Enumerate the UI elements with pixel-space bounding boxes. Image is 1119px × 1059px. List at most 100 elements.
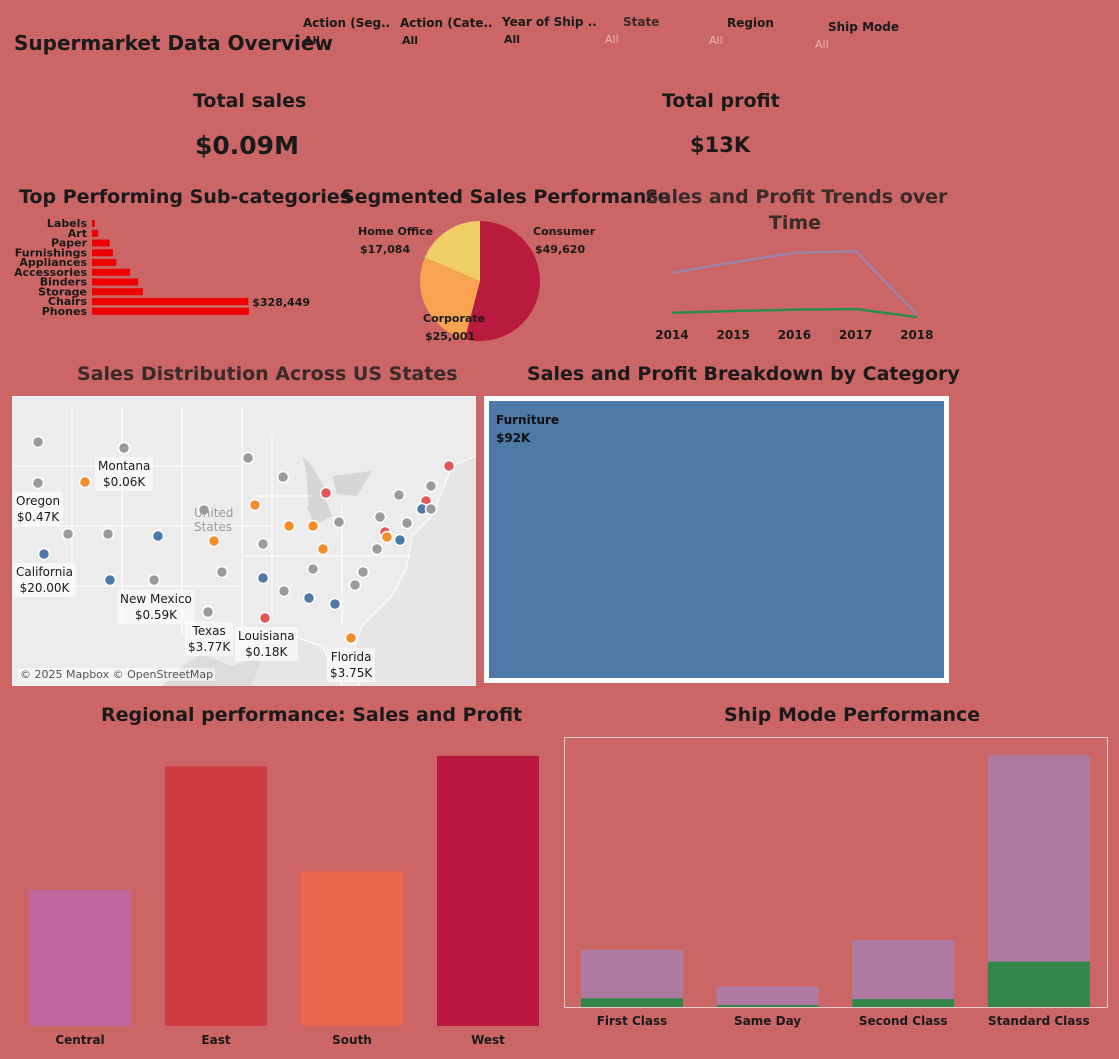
state-name: Oregon <box>16 494 61 508</box>
subcat-label-appliances: Appliances <box>19 256 87 269</box>
trend-line-chart: 2014 2015 2016 2017 2018 <box>655 249 934 342</box>
region-tick-central: Central <box>55 1033 104 1047</box>
region-bar-west[interactable] <box>437 755 539 1026</box>
filter-value[interactable]: All <box>605 33 619 46</box>
subcat-label-labels: Labels <box>47 217 88 230</box>
filter-segment[interactable]: Action (Seg.. All <box>303 16 390 47</box>
subcat-data-label: $328,449 <box>252 296 310 309</box>
map-title: Sales Distribution Across US States <box>77 363 458 385</box>
trend-series-1[interactable] <box>671 307 917 319</box>
state-name: Texas <box>192 624 226 638</box>
shipmode-bar-standard-class-s1[interactable] <box>987 961 1090 1007</box>
shipmode-bar-same-day-s0[interactable] <box>716 986 819 1007</box>
pie-slice-home-office[interactable] <box>424 221 480 281</box>
shipmode-bar-same-day-s1[interactable] <box>716 1005 819 1007</box>
shipmode-bar-first-class-s0[interactable] <box>581 949 683 1007</box>
filter-label: Ship Mode <box>828 20 899 34</box>
pie-label-name: Home Office <box>358 225 433 238</box>
region-bar-central[interactable] <box>29 889 131 1026</box>
shipmode-bar-second-class-s1[interactable] <box>852 999 955 1007</box>
region-bar-east[interactable] <box>165 766 267 1026</box>
segment-pie-chart: Consumer $49,620 Corporate $25,001 Home Offi… <box>358 221 596 343</box>
subcat-bar-paper[interactable] <box>92 239 110 247</box>
filter-value[interactable]: All <box>304 34 321 47</box>
shipmode-tick-first-class: First Class <box>597 1014 668 1028</box>
filter-value[interactable]: All <box>402 34 419 47</box>
subcat-bar-accessories[interactable] <box>92 268 131 276</box>
shipmode-frame <box>564 737 1108 1008</box>
subcat-bar-storage[interactable] <box>92 288 143 296</box>
filter-label: State <box>623 15 660 29</box>
subcat-label-furnishings: Furnishings <box>15 246 88 259</box>
pie-label-name: Consumer <box>533 225 596 238</box>
map-label-california: California $20.00K <box>13 563 76 597</box>
state-value: $0.18K <box>245 645 288 659</box>
trend-tick-2015: 2015 <box>716 328 749 342</box>
segment-title: Segmented Sales Performance <box>341 186 671 208</box>
map-attribution[interactable]: © 2025 Mapbox © OpenStreetMap <box>18 668 216 681</box>
treemap-cell-furniture[interactable]: Furniture $92K <box>489 401 944 678</box>
pie-label-name: Corporate <box>423 312 485 325</box>
shipmode-tick-second-class: Second Class <box>859 1014 948 1028</box>
filter-label: Action (Seg.. <box>303 16 391 30</box>
subcat-bar-furnishings[interactable] <box>92 249 113 257</box>
region-bar-chart: Central East South West <box>29 755 539 1047</box>
trend-title-line1: Sales and Profit Trends over <box>645 186 948 208</box>
shipmode-tick-standard-class: Standard Class <box>988 1014 1090 1028</box>
shipmode-bar-second-class-s0[interactable] <box>852 940 955 1007</box>
shipmode-bar-first-class-s1[interactable] <box>581 998 683 1007</box>
subcat-chart: LabelsArtPaperFurnishingsAppliancesAcces… <box>14 217 310 318</box>
filter-label: Region <box>727 16 774 30</box>
state-name: California <box>16 565 73 579</box>
filter-state[interactable]: State All <box>605 15 659 46</box>
shipmode-bar-chart: First Class Same Day Second Class Standard … <box>564 737 1108 1028</box>
filter-region[interactable]: Region All <box>709 16 774 47</box>
filter-value[interactable]: All <box>815 38 829 51</box>
subcat-label-phones: Phones <box>42 305 88 318</box>
filter-year[interactable]: Year of Ship .. All <box>502 15 597 46</box>
map-country-label: United States <box>194 506 234 534</box>
map-label-new-mexico: New Mexico $0.59K <box>117 590 195 624</box>
trend-title-line2: Time <box>768 212 822 234</box>
trend-tick-2018: 2018 <box>900 328 933 342</box>
kpi-profit-title: Total profit <box>662 90 780 112</box>
state-value: $0.06K <box>103 475 146 489</box>
pie-slice-consumer[interactable] <box>464 221 540 341</box>
shipmode-tick-same-day: Same Day <box>734 1014 801 1028</box>
pie-label-value: $17,084 <box>360 243 410 256</box>
subcat-bar-chairs[interactable] <box>92 298 249 305</box>
state-value: $0.47K <box>16 510 60 524</box>
pie-label-value: $25,001 <box>425 330 475 343</box>
subcat-bar-labels[interactable] <box>92 220 95 227</box>
state-name: Montana <box>98 459 151 473</box>
shipmode-title: Ship Mode Performance <box>724 704 981 726</box>
trend-series-0[interactable] <box>671 249 918 316</box>
filter-category[interactable]: Action (Cate.. All <box>400 16 493 47</box>
pie-slice-corporate[interactable] <box>420 257 480 340</box>
filter-value[interactable]: All <box>504 33 521 46</box>
subcat-label-chairs: Chairs <box>48 295 88 308</box>
filter-label: Year of Ship .. <box>502 15 597 29</box>
state-value: $3.77K <box>188 640 231 654</box>
subcat-bar-phones[interactable] <box>92 307 249 315</box>
subcat-bar-appliances[interactable] <box>92 259 117 266</box>
filter-label: Action (Cate.. <box>400 16 493 30</box>
subcat-bar-art[interactable] <box>92 229 99 237</box>
filter-shipmode[interactable]: Ship Mode All <box>815 20 899 51</box>
us-map[interactable]: United States Montana $0.06K Oregon $0.47K… <box>12 396 476 686</box>
map-label-montana: Montana $0.06K <box>95 457 154 491</box>
region-bar-south[interactable] <box>301 871 403 1026</box>
region-tick-east: East <box>201 1033 230 1047</box>
treemap: Furniture $92K <box>484 396 949 683</box>
subcat-label-storage: Storage <box>38 285 87 298</box>
subcat-title: Top Performing Sub-categories <box>19 186 352 208</box>
subcat-label-binders: Binders <box>40 276 88 289</box>
map-label-texas: Texas $3.77K <box>185 622 234 656</box>
subcat-label-art: Art <box>68 227 87 240</box>
state-value: $0.59K <box>134 608 178 622</box>
region-tick-west: West <box>471 1033 505 1047</box>
map-label-louisiana: Louisiana $0.18K <box>235 627 298 661</box>
state-value: $20.00K <box>19 581 70 595</box>
subcat-bar-binders[interactable] <box>92 278 139 286</box>
filter-value[interactable]: All <box>709 34 723 47</box>
